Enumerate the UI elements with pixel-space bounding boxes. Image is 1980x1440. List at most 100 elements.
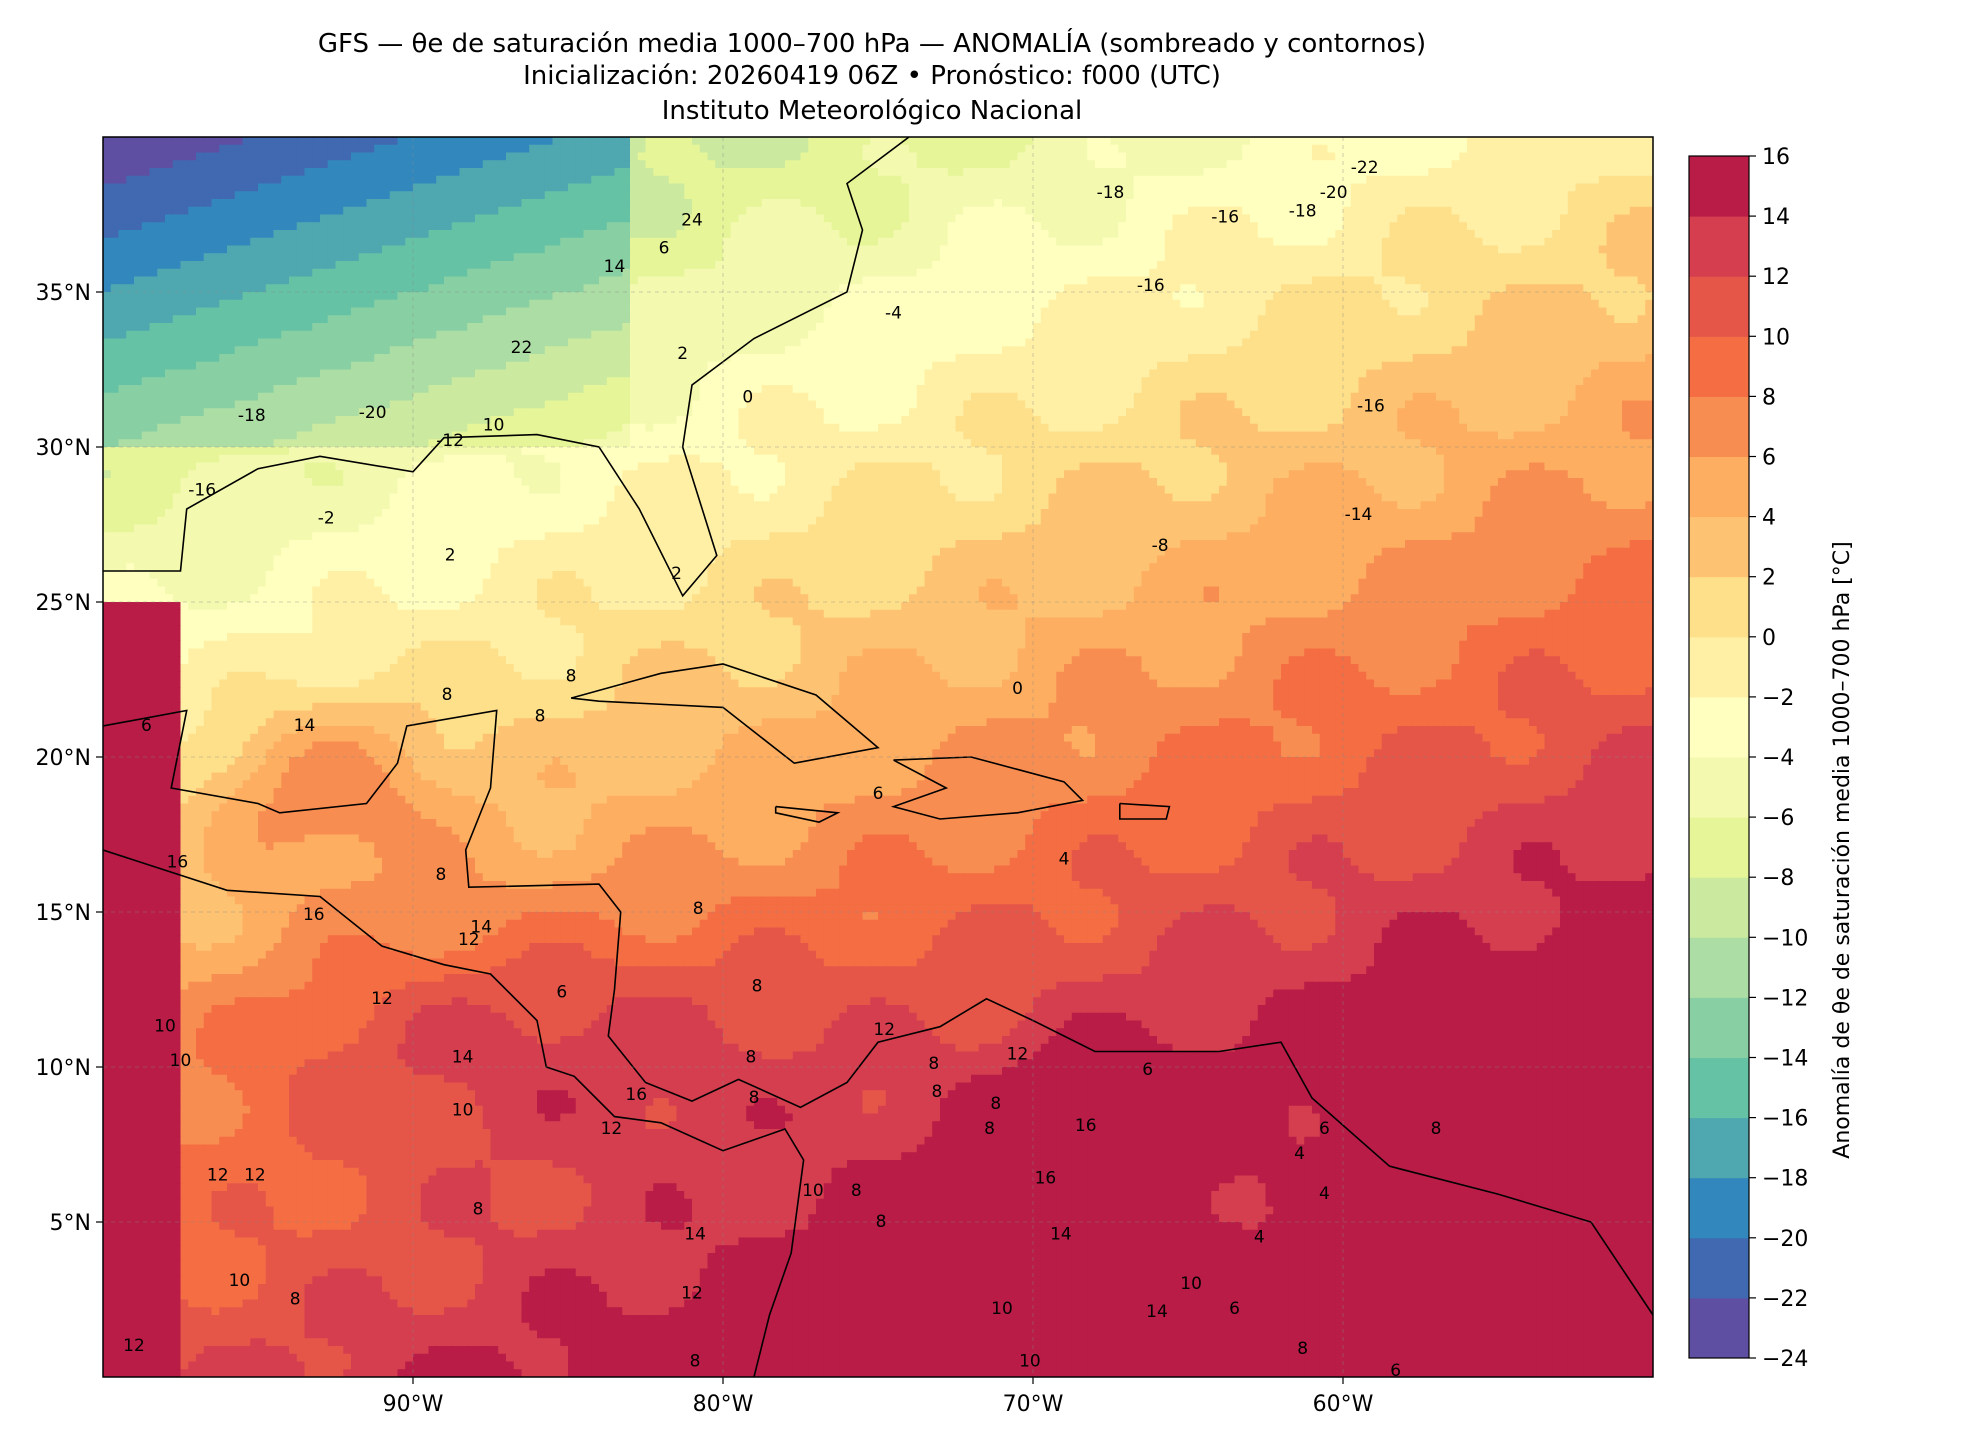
field-cell	[1413, 153, 1421, 161]
field-cell	[522, 160, 530, 168]
field-cell	[1258, 184, 1266, 192]
field-cell	[1583, 137, 1591, 145]
field-cell	[467, 160, 475, 168]
field-cell	[793, 176, 801, 184]
field-cell	[785, 184, 793, 192]
field-cell	[661, 160, 669, 168]
field-cell	[266, 160, 274, 168]
field-cell	[374, 153, 382, 161]
field-cell	[1242, 160, 1250, 168]
field-cell	[917, 137, 925, 145]
field-cell	[646, 153, 654, 161]
field-cell	[204, 184, 212, 192]
field-cell	[1173, 176, 1181, 184]
field-cell	[351, 184, 359, 192]
field-cell	[212, 191, 220, 199]
field-cell	[305, 145, 313, 153]
field-cell	[762, 184, 770, 192]
field-cell	[1568, 153, 1576, 161]
field-cell	[1180, 145, 1188, 153]
field-cell	[777, 176, 785, 184]
field-cell	[925, 137, 933, 145]
field-cell	[816, 153, 824, 161]
field-cell	[367, 168, 375, 176]
field-cell	[576, 176, 584, 184]
field-cell	[677, 184, 685, 192]
field-cell	[1521, 160, 1529, 168]
field-cell	[1529, 176, 1537, 184]
field-cell	[1607, 168, 1615, 176]
field-cell	[1444, 145, 1452, 153]
field-cell	[1297, 168, 1305, 176]
field-cell	[498, 160, 506, 168]
field-cell	[1041, 176, 1049, 184]
field-cell	[560, 176, 568, 184]
field-cell	[545, 137, 553, 145]
field-cell	[1552, 184, 1560, 192]
field-cell	[584, 160, 592, 168]
field-cell	[359, 137, 367, 145]
field-cell	[1568, 168, 1576, 176]
field-cell	[529, 137, 537, 145]
field-cell	[444, 145, 452, 153]
field-cell	[436, 184, 444, 192]
field-cell	[1335, 160, 1343, 168]
field-cell	[646, 160, 654, 168]
field-cell	[963, 168, 971, 176]
field-cell	[708, 145, 716, 153]
field-cell	[390, 137, 398, 145]
field-cell	[491, 137, 499, 145]
field-cell	[1134, 184, 1142, 192]
field-cell	[1436, 145, 1444, 153]
field-cell	[948, 153, 956, 161]
field-cell	[1235, 137, 1243, 145]
field-cell	[1258, 137, 1266, 145]
field-cell	[297, 191, 305, 199]
field-cell	[320, 184, 328, 192]
field-cell	[537, 184, 545, 192]
field-cell	[909, 184, 917, 192]
field-cell	[1475, 184, 1483, 192]
field-cell	[1459, 176, 1467, 184]
field-cell	[855, 137, 863, 145]
field-cell	[405, 153, 413, 161]
field-cell	[142, 168, 150, 176]
field-cell	[1335, 168, 1343, 176]
field-cell	[305, 168, 313, 176]
field-cell	[405, 191, 413, 199]
field-cell	[537, 137, 545, 145]
field-cell	[196, 145, 204, 153]
field-cell	[1258, 160, 1266, 168]
field-cell	[312, 176, 320, 184]
field-cell	[1103, 137, 1111, 145]
field-cell	[870, 184, 878, 192]
field-cell	[1475, 168, 1483, 176]
field-cell	[793, 160, 801, 168]
field-cell	[630, 137, 638, 145]
field-cell	[1157, 184, 1165, 192]
field-cell	[607, 145, 615, 153]
field-cell	[359, 153, 367, 161]
field-cell	[1266, 160, 1274, 168]
field-cell	[1266, 137, 1274, 145]
field-cell	[692, 176, 700, 184]
field-cell	[1452, 145, 1460, 153]
field-cell	[1397, 145, 1405, 153]
field-cell	[359, 184, 367, 192]
field-cell	[1149, 137, 1157, 145]
field-cell	[1033, 184, 1041, 192]
field-cell	[165, 168, 173, 176]
field-cell	[103, 137, 111, 145]
field-cell	[281, 137, 289, 145]
field-cell	[320, 191, 328, 199]
field-cell	[1289, 184, 1297, 192]
field-cell	[1196, 160, 1204, 168]
field-cell	[405, 137, 413, 145]
field-cell	[390, 176, 398, 184]
field-cell	[1188, 184, 1196, 192]
field-cell	[305, 191, 313, 199]
field-cell	[801, 160, 809, 168]
field-cell	[405, 176, 413, 184]
field-cell	[1506, 145, 1514, 153]
field-cell	[181, 191, 189, 199]
